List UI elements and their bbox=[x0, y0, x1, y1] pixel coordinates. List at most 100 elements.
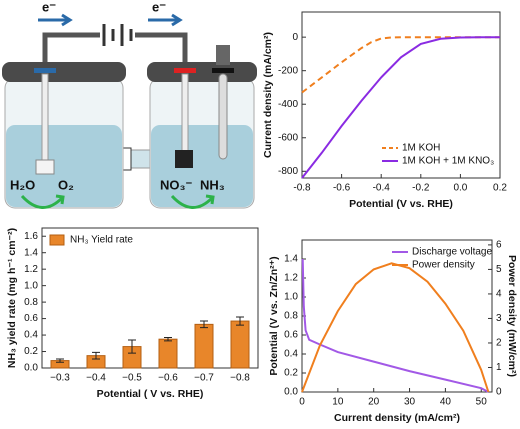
y2-tick-label: 6 bbox=[496, 240, 502, 251]
reference-electrode bbox=[218, 73, 228, 160]
series-line bbox=[301, 262, 490, 393]
y-tick-label: 0.6 bbox=[24, 313, 38, 324]
x-tick-label: 40 bbox=[440, 397, 452, 408]
x-tick-label: 0 bbox=[299, 397, 305, 408]
y-tick-label: 1.2 bbox=[24, 264, 38, 275]
wire bbox=[42, 32, 188, 75]
legend-label: 1M KOH bbox=[402, 143, 440, 154]
species-label: NH₃ bbox=[200, 177, 225, 192]
electrolyte bbox=[6, 125, 122, 207]
y-tick-label: 0.6 bbox=[284, 330, 298, 341]
y-tick-label: -600 bbox=[278, 132, 298, 143]
y-tick-label: 1.4 bbox=[24, 247, 38, 258]
electron-label: e⁻ bbox=[152, 0, 166, 14]
x-tick-label: -0.8 bbox=[293, 183, 311, 194]
y2-tick-label: 4 bbox=[496, 289, 502, 300]
reaction-arrow bbox=[170, 194, 215, 209]
y-tick-label: -400 bbox=[278, 99, 298, 110]
y-tick-label: 0.4 bbox=[284, 349, 298, 360]
error-bar bbox=[56, 358, 64, 363]
x-tick-label: −0.6 bbox=[158, 373, 178, 384]
legend-label: NH₃ Yield rate bbox=[70, 235, 133, 246]
legend-label: 1M KOH + 1M KNO₃ bbox=[402, 156, 494, 167]
error-bar bbox=[236, 316, 244, 326]
y-tick-label: 0 bbox=[292, 32, 298, 43]
x-tick-label: 0.0 bbox=[453, 183, 467, 194]
lid bbox=[147, 62, 257, 82]
error-bar bbox=[200, 320, 208, 329]
species-label: O₂ bbox=[58, 177, 74, 192]
y-tick-label: -200 bbox=[278, 65, 298, 76]
y-tick-label: 1.0 bbox=[284, 292, 298, 303]
lid bbox=[2, 62, 126, 82]
y-tick-label: 1.4 bbox=[284, 254, 298, 265]
series-line bbox=[301, 36, 500, 94]
plot-frame bbox=[301, 11, 501, 179]
error-bar bbox=[92, 351, 100, 360]
cell-diagram: e⁻ e⁻ H₂O O₂ NO₃⁻ NH₃ bbox=[2, 0, 257, 209]
y-tick-label: 1.6 bbox=[24, 231, 38, 242]
bar bbox=[194, 323, 214, 369]
x-tick-label: 10 bbox=[332, 397, 344, 408]
anode bbox=[35, 159, 55, 175]
x-tick-label: 0.2 bbox=[493, 183, 507, 194]
y-axis-title: NH₃ yield rate (mg h⁻¹ cm⁻²) bbox=[6, 228, 18, 368]
species-label: H₂O bbox=[10, 177, 35, 192]
x-tick-label: −0.8 bbox=[230, 373, 250, 384]
x-tick-label: −0.4 bbox=[86, 373, 106, 384]
series-line bbox=[301, 258, 489, 393]
x-tick-label: 20 bbox=[368, 397, 380, 408]
y-tick-label: 0.0 bbox=[284, 387, 298, 398]
error-bar bbox=[128, 339, 136, 354]
electron-arrow bbox=[148, 13, 183, 27]
y-tick-label: 0.8 bbox=[284, 311, 298, 322]
species-label: NO₃⁻ bbox=[160, 177, 193, 192]
y-tick-label: 1.2 bbox=[284, 273, 298, 284]
electrode-rod bbox=[181, 73, 189, 155]
x-axis-title: Current density (mA/cm²) bbox=[334, 412, 460, 424]
plot-frame bbox=[41, 227, 259, 369]
terminal bbox=[212, 68, 234, 73]
x-tick-label: -0.2 bbox=[412, 183, 430, 194]
x-tick-label: −0.7 bbox=[194, 373, 214, 384]
bar bbox=[230, 320, 250, 369]
error-bar bbox=[164, 337, 172, 342]
y2-tick-label: 2 bbox=[496, 338, 502, 349]
x-tick-label: −0.5 bbox=[122, 373, 142, 384]
y-tick-label: 0.2 bbox=[284, 368, 298, 379]
x-tick-label: -0.4 bbox=[373, 183, 391, 194]
legend-swatch bbox=[49, 234, 65, 246]
x-axis-title: Potential (V vs. RHE) bbox=[349, 198, 453, 210]
legend-label: Power density bbox=[412, 260, 475, 271]
y-tick-label: 1.0 bbox=[24, 280, 38, 291]
terminal bbox=[34, 68, 56, 73]
reference-cap bbox=[216, 45, 230, 65]
y2-tick-label: 3 bbox=[496, 313, 502, 324]
x-tick-label: 30 bbox=[404, 397, 416, 408]
x-axis-title: Potential ( V vs. RHE) bbox=[97, 388, 204, 400]
x-tick-label: −0.3 bbox=[50, 373, 70, 384]
y-axis-title: Current density (mA/cm²) bbox=[262, 32, 274, 158]
electrolyte bbox=[151, 125, 253, 207]
x-tick-label: -0.6 bbox=[333, 183, 351, 194]
bar bbox=[158, 338, 178, 369]
electron-label: e⁻ bbox=[42, 0, 56, 14]
y2-tick-label: 5 bbox=[496, 264, 502, 275]
y2-axis-title: Power density (mW/cm²) bbox=[506, 255, 518, 377]
y-tick-label: 0.0 bbox=[24, 363, 38, 374]
reaction-arrow bbox=[20, 194, 65, 209]
electron-arrow bbox=[38, 13, 73, 27]
y2-tick-label: 0 bbox=[496, 387, 502, 398]
y2-tick-label: 1 bbox=[496, 362, 502, 373]
cathode bbox=[175, 150, 193, 168]
y-tick-label: 0.8 bbox=[24, 297, 38, 308]
y-axis-title: Potential (V vs. Zn/Zn²⁺) bbox=[268, 256, 280, 375]
legend-label: Discharge voltage bbox=[412, 247, 492, 258]
y-tick-label: 0.4 bbox=[24, 330, 38, 341]
series-line bbox=[301, 36, 500, 179]
y-tick-label: 0.2 bbox=[24, 346, 38, 357]
terminal bbox=[174, 68, 196, 73]
electrode-rod bbox=[41, 73, 49, 165]
y-tick-label: -800 bbox=[278, 166, 298, 177]
